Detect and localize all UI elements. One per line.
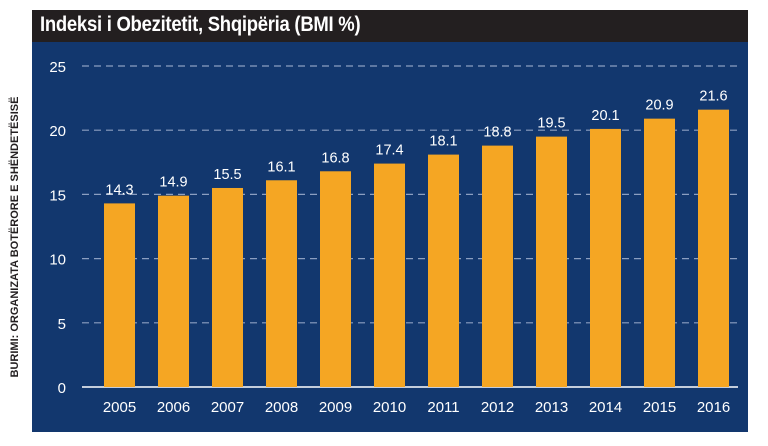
bar — [158, 195, 189, 387]
bar-value-label: 20.9 — [645, 98, 673, 114]
bar-value-label: 16.8 — [321, 150, 349, 166]
bar-value-label: 14.9 — [159, 175, 187, 191]
bar — [536, 136, 567, 387]
bar-value-label: 19.5 — [537, 116, 565, 132]
x-tick-label: 2011 — [427, 399, 459, 416]
bar — [212, 187, 243, 387]
bar-value-label: 17.4 — [375, 143, 403, 159]
x-tick-label: 2010 — [373, 399, 406, 416]
x-tick-label: 2015 — [643, 399, 676, 416]
chart-title: Indeksi i Obezitetit, Shqipëria (BMI %) — [40, 13, 361, 36]
source-label: BURIMI: ORGANIZATA BOTËRORE E SHËNDETËSI… — [9, 96, 21, 378]
bar — [428, 154, 459, 387]
bar-value-label: 16.1 — [267, 159, 295, 175]
bar-value-label: 21.6 — [699, 89, 727, 105]
x-tick-label: 2008 — [265, 399, 298, 416]
title-bar: Indeksi i Obezitetit, Shqipëria (BMI %) — [32, 10, 748, 42]
x-tick-label: 2007 — [211, 399, 244, 416]
x-tick-label: 2013 — [535, 399, 568, 416]
y-tick-label: 25 — [49, 59, 66, 76]
y-tick-label: 5 — [58, 316, 66, 333]
y-tick-label: 20 — [49, 123, 66, 140]
bar-value-label: 20.1 — [591, 108, 619, 124]
x-tick-label: 2014 — [589, 399, 622, 416]
x-tick-label: 2016 — [697, 399, 730, 416]
x-tick-label: 2006 — [157, 399, 190, 416]
y-tick-label: 10 — [49, 252, 66, 269]
bar-value-label: 18.8 — [483, 125, 511, 141]
bar-value-label: 15.5 — [213, 167, 241, 183]
bar — [482, 145, 513, 387]
bar — [104, 203, 135, 387]
bar — [590, 128, 621, 387]
bar — [644, 118, 675, 388]
bar — [698, 109, 729, 387]
plot-panel: 0 5 10 15 20 25 14.3 2005 14.9 2006 15.5 2007 16.1 20… — [32, 42, 748, 432]
bar — [374, 163, 405, 387]
right-margin — [748, 10, 768, 436]
y-tick-label: 15 — [49, 187, 66, 204]
source-label-area: BURIMI: ORGANIZATA BOTËRORE E SHËNDETËSI… — [0, 42, 30, 432]
bar — [320, 171, 351, 387]
x-tick-label: 2009 — [319, 399, 352, 416]
bar-chart: 0 5 10 15 20 25 14.3 2005 14.9 2006 15.5 2007 16.1 20… — [49, 59, 738, 416]
x-tick-label: 2012 — [481, 399, 514, 416]
bar — [266, 180, 297, 387]
bar-value-label: 14.3 — [105, 182, 133, 198]
y-tick-label: 0 — [58, 380, 66, 397]
x-tick-label: 2005 — [103, 399, 136, 416]
bar-value-label: 18.1 — [429, 134, 457, 150]
